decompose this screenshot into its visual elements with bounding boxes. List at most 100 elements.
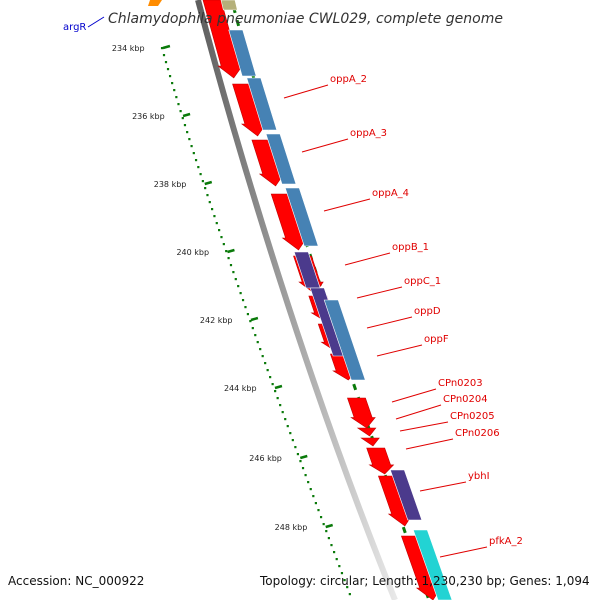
dot-marker: [281, 411, 284, 414]
dot-marker: [271, 383, 274, 386]
gene-label[interactable]: oppB_1: [392, 242, 429, 253]
dot-marker: [301, 467, 305, 470]
leader-line: [405, 438, 454, 450]
dot-marker: [192, 152, 195, 155]
dot-marker: [332, 551, 336, 554]
dot-marker: [296, 453, 300, 456]
cog-bar: [284, 187, 319, 247]
map-title: Chlamydophila pneumoniae CWL029, complet…: [108, 11, 503, 27]
tick-label: 234 kbp: [112, 44, 145, 53]
gene-label[interactable]: oppA_3: [350, 128, 387, 139]
dot-marker: [343, 579, 346, 582]
cog-bar: [323, 299, 366, 381]
dot-marker: [266, 369, 269, 372]
gene-label[interactable]: CPn0204: [443, 394, 488, 405]
dot-marker: [166, 68, 170, 71]
dot-marker: [276, 397, 279, 400]
gene-label[interactable]: CPn0203: [438, 378, 483, 389]
tick-mark: [227, 248, 235, 254]
cog-bar: [220, 0, 238, 11]
dot-marker: [222, 243, 225, 246]
coordinate-ticks: 234 kbp 236 kbp 238 kbp 240 kbp 242 kbp 244 k…: [112, 44, 334, 532]
gene-label[interactable]: oppA_2: [330, 74, 367, 85]
dot-marker: [188, 138, 191, 141]
dot-marker: [304, 474, 307, 477]
dot-marker: [335, 558, 338, 561]
tick-label: 246 kbp: [249, 454, 282, 463]
tick-mark: [250, 316, 259, 322]
gene-label[interactable]: oppF: [424, 334, 449, 345]
dot-marker: [220, 236, 223, 239]
dot-marker: [307, 481, 310, 484]
dot-marker: [197, 166, 200, 169]
dot-marker: [249, 320, 252, 323]
gene-label-argR[interactable]: argR: [63, 22, 86, 33]
dot-marker: [204, 187, 207, 190]
dot-marker: [348, 593, 351, 596]
dot-marker: [194, 159, 198, 162]
gene-arrow: [360, 437, 380, 447]
dot-marker: [284, 418, 287, 421]
dot-marker: [213, 215, 216, 218]
gene-label[interactable]: CPn0206: [455, 428, 500, 439]
tick-mark: [325, 523, 334, 529]
dot-marker: [244, 306, 247, 309]
dot-marker: [322, 523, 325, 526]
leader-line: [366, 316, 413, 329]
tick-label: 236 kbp: [132, 112, 165, 121]
gene-label[interactable]: oppD: [414, 306, 441, 317]
dot-marker: [210, 208, 214, 211]
gene-label[interactable]: oppC_1: [404, 276, 441, 287]
gene-arrow: [347, 397, 376, 429]
leader-line: [399, 421, 449, 432]
gene-arrow: [202, 0, 243, 79]
tick-label: 244 kbp: [224, 384, 257, 393]
dot-marker: [259, 348, 262, 351]
dot-marker: [225, 250, 228, 253]
gene-label[interactable]: oppA_4: [372, 188, 409, 199]
dot-marker: [218, 229, 221, 232]
dot-marker: [269, 376, 272, 379]
dot-marker: [314, 502, 317, 505]
dot-marker: [346, 586, 349, 589]
gene-label-leaders: oppA_2 oppA_3 oppA_4 oppB_1 oppC_1 oppD oppF CP…: [283, 74, 523, 558]
leader-line: [419, 481, 467, 492]
topology-text: Topology: circular; Length: 1,230,230 bp…: [260, 574, 590, 588]
dot-marker: [294, 446, 297, 449]
gc-skew-dotted-line: [160, 47, 351, 596]
cog-bar: [228, 29, 257, 77]
dot-marker: [327, 537, 330, 540]
dot-marker: [291, 439, 294, 442]
dot-marker: [227, 257, 230, 260]
dot-marker: [164, 61, 168, 64]
gene-arrow: [356, 427, 377, 437]
dot-marker: [183, 124, 187, 127]
dot-marker: [330, 544, 333, 547]
cog-bar: [412, 529, 453, 600]
leader-line: [344, 252, 391, 266]
dot-marker: [190, 145, 193, 148]
dot-marker: [229, 264, 233, 267]
cog-bar: [148, 0, 162, 6]
leader-line: [376, 344, 423, 357]
dot-marker: [279, 404, 282, 407]
dot-marker: [317, 509, 320, 512]
dot-marker: [171, 82, 174, 85]
dot-marker: [261, 355, 264, 358]
dot-marker: [299, 460, 302, 463]
tick-mark: [299, 454, 308, 460]
tick-mark: [204, 180, 213, 186]
gene-label[interactable]: CPn0205: [450, 411, 495, 422]
gene-label[interactable]: pfkA_2: [489, 536, 523, 547]
dot-marker: [246, 313, 250, 316]
backbone-ring: [195, 0, 398, 600]
tick-label: 248 kbp: [275, 523, 308, 532]
dot-marker: [201, 180, 204, 183]
gene-label[interactable]: ybhI: [468, 471, 490, 482]
dot-marker: [177, 103, 180, 106]
dot-marker: [208, 201, 211, 204]
dot-marker: [199, 173, 202, 176]
dot-marker: [325, 530, 328, 533]
dot-marker: [232, 271, 235, 274]
cog-bar: [265, 133, 297, 185]
